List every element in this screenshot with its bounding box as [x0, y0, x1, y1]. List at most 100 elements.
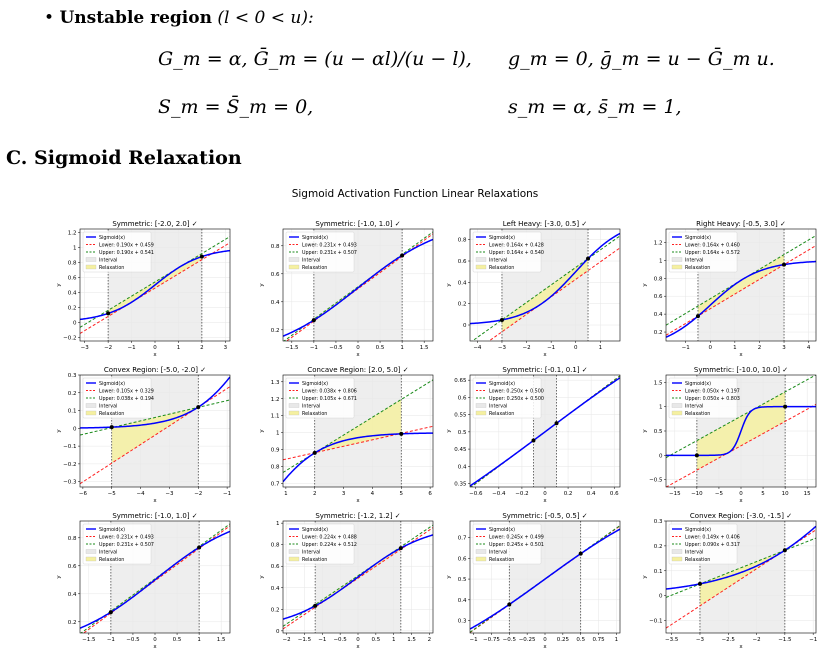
- legend-entry-label: Upper: 0.224x + 0.512: [302, 542, 357, 548]
- y-tick-label: −0.3: [63, 480, 77, 486]
- subplot-legend: Sigmoid(x)Lower: 0.050x + 0.197 Upper: 0.…: [668, 377, 740, 419]
- y-axis-label: y: [259, 575, 265, 579]
- y-tick-label: 0.8: [68, 261, 77, 267]
- x-tick-label: 0.2: [564, 491, 573, 497]
- legend-box: [82, 523, 152, 565]
- interval-endpoint-point: [311, 318, 316, 323]
- bullet-condition: (l < 0 < u):: [217, 8, 314, 28]
- legend-patch-swatch: [85, 264, 97, 270]
- x-axis-label: x: [356, 498, 360, 504]
- subplot-title: Convex Region: [-5.0, -2.0] ✓: [104, 366, 206, 374]
- subplot-title: Concave Region: [2.0, 5.0] ✓: [307, 366, 408, 374]
- y-tick-label: 1.2: [654, 240, 663, 246]
- legend-box: [668, 523, 738, 565]
- legend-entry-label: Interval: [489, 549, 507, 555]
- sigmoid-curve: [666, 260, 816, 338]
- sigmoid-curve: [80, 249, 230, 321]
- upper-bound-line: [283, 379, 433, 473]
- legend-entry-label: Upper: 0.231x + 0.507: [302, 250, 357, 256]
- y-tick-label: 1.2: [68, 231, 77, 237]
- legend-entry-label: Upper: 0.164x + 0.572: [685, 250, 740, 256]
- interval-endpoint-point: [695, 314, 700, 319]
- subplot-plot-area: [283, 375, 433, 487]
- sigmoid-curve: [666, 405, 816, 457]
- y-axis-label: y: [446, 575, 452, 579]
- x-tick-label: −1.5: [298, 637, 312, 643]
- legend-entry-label: Relaxation: [302, 411, 327, 417]
- x-axis-label: x: [356, 644, 360, 650]
- x-tick-label: −2: [283, 637, 291, 643]
- legend-entry-label: Lower: 0.164x + 0.428: [489, 242, 544, 248]
- legend-entry-label: Relaxation: [685, 557, 710, 563]
- legend-entry-label: Lower: 0.038x + 0.806: [302, 388, 357, 394]
- legend-patch-swatch: [475, 403, 487, 408]
- subplot-4: Right Heavy: [-0.5, 3.0] ✓ −1 0 1 2 3 4 0.2 0.4 0…: [642, 220, 817, 358]
- legend-entry-label: Relaxation: [99, 411, 124, 417]
- x-tick-label: −1: [223, 491, 231, 497]
- x-tick-label: −4: [473, 345, 482, 351]
- interval-endpoint-point: [312, 450, 317, 455]
- x-tick-label: 1.5: [420, 345, 429, 351]
- x-tick-label: 5: [761, 491, 765, 497]
- interval-endpoint-point: [106, 311, 111, 316]
- legend-patch-swatch: [671, 257, 683, 262]
- x-axis-label: x: [739, 498, 743, 504]
- x-tick-label: −2: [104, 345, 112, 351]
- x-tick-label: −0.2: [515, 491, 528, 497]
- y-tick-label: 0.8: [458, 238, 467, 244]
- x-tick-label: 1: [615, 637, 619, 643]
- y-axis-label: y: [446, 429, 452, 433]
- y-tick-label: 0.6: [271, 272, 280, 278]
- interval-endpoint-point: [531, 438, 536, 443]
- legend-entry-label: Relaxation: [99, 557, 124, 563]
- subplot-plot-area: [666, 375, 816, 487]
- lower-bound-line: [285, 233, 433, 341]
- legend-box: [472, 231, 542, 273]
- interval-endpoint-point: [313, 603, 318, 608]
- x-tick-label: −2.5: [722, 637, 736, 643]
- y-tick-label: 0.3: [654, 519, 663, 525]
- x-tick-label: −2: [753, 637, 761, 643]
- equation-row2-right: s_m = α, s̄_m = 1,: [508, 96, 682, 118]
- legend-entry-label: Upper: 0.245x + 0.501: [489, 542, 544, 548]
- subplot-legend: Sigmoid(x)Lower: 0.190x + 0.459 Upper: 0.…: [82, 231, 154, 273]
- subplot-frame: [79, 374, 231, 488]
- upper-bound-line: [666, 537, 816, 598]
- y-tick-label: 0.4: [654, 312, 663, 318]
- x-tick-label: −3: [696, 637, 705, 643]
- x-tick-label: 0.5: [376, 345, 385, 351]
- subplot-7: Symmetric: [-0.1, 0.1] ✓ −0.6 −0.4 −0.2 0 0.2…: [446, 366, 621, 504]
- x-tick-label: −1.5: [82, 637, 96, 643]
- upper-bound-line: [80, 236, 230, 328]
- x-tick-label: 0: [574, 345, 578, 351]
- subplot-legend: Sigmoid(x)Lower: 0.231x + 0.493 Upper: 0.…: [285, 231, 357, 273]
- interval-endpoint-point: [697, 581, 702, 586]
- subplot-frame: [665, 520, 817, 634]
- subplot-frame: [469, 228, 621, 342]
- legend-entry-label: Upper: 0.190x + 0.541: [99, 250, 154, 256]
- subplot-title: Symmetric: [-2.0, 2.0] ✓: [112, 220, 197, 228]
- interval-endpoint-point: [586, 256, 591, 261]
- subplot-2: Symmetric: [-1.0, 1.0] ✓ −1.5 −1 −0.5 0 0.5 1 1…: [259, 220, 434, 358]
- x-axis-label: x: [153, 352, 157, 358]
- legend-box: [285, 377, 355, 419]
- legend-entry-label: Sigmoid(x): [99, 381, 125, 387]
- subplot-legend: Sigmoid(x)Lower: 0.224x + 0.488 Upper: 0.…: [285, 523, 357, 565]
- y-tick-label: 0.65: [454, 378, 467, 384]
- y-tick-label: 0.35: [454, 482, 467, 488]
- subplot-5: Convex Region: [-5.0, -2.0] ✓ −6 −5 −4 −3 −2 −…: [56, 366, 231, 504]
- subplot-12: Convex Region: [-3.0, -1.5] ✓ −3.5 −3 −2.5 −…: [642, 512, 817, 650]
- legend-patch-swatch: [85, 556, 97, 562]
- legend-entry-label: Interval: [302, 549, 320, 555]
- y-axis-label: y: [642, 575, 648, 579]
- interval-endpoint-point: [578, 551, 583, 556]
- x-tick-label: −0.5: [333, 637, 347, 643]
- y-tick-label: −0.1: [649, 619, 662, 625]
- y-tick-label: 0.6: [68, 564, 77, 570]
- y-tick-label: 0.8: [271, 543, 280, 549]
- y-tick-label: 1.3: [271, 380, 280, 386]
- y-tick-label: 0.7: [271, 482, 280, 488]
- x-axis-label: x: [153, 644, 157, 650]
- legend-entry-label: Lower: 0.231x + 0.493: [99, 534, 154, 540]
- y-tick-label: 0.8: [271, 244, 280, 250]
